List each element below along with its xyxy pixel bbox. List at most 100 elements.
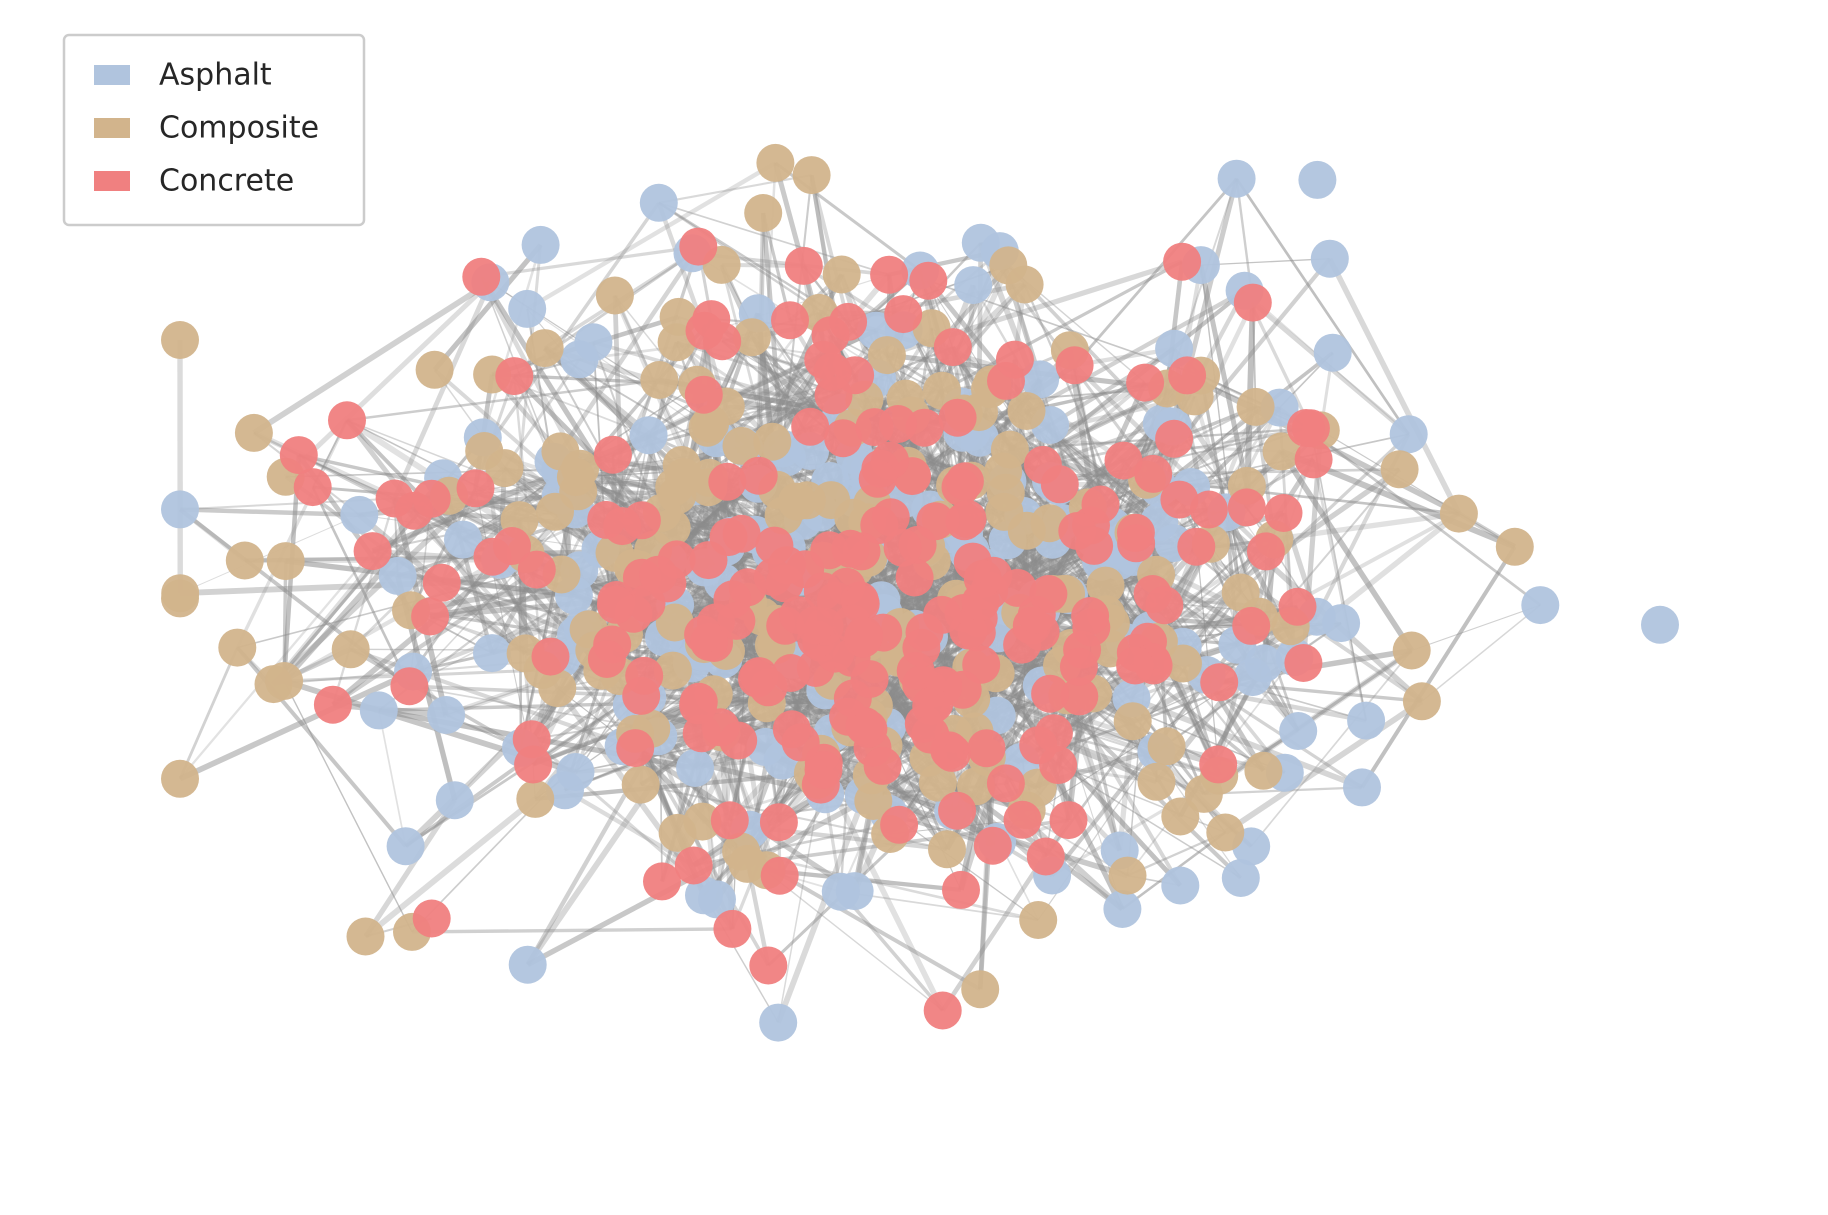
node (778, 482, 816, 521)
legend-label: Concrete (159, 164, 294, 199)
node (961, 970, 1000, 1009)
node (1055, 346, 1094, 385)
edge (1223, 698, 1424, 835)
edge (331, 498, 396, 706)
node (895, 558, 934, 597)
node (218, 628, 257, 667)
node (514, 745, 553, 784)
node (829, 302, 868, 341)
edge (283, 680, 413, 933)
node (1402, 682, 1441, 721)
node (938, 791, 977, 830)
edge (1327, 257, 1462, 515)
node (967, 729, 1006, 768)
edge (1250, 649, 1413, 847)
node (1168, 356, 1207, 395)
node (412, 479, 451, 518)
edge (1130, 695, 1364, 791)
node (923, 991, 962, 1030)
node (517, 550, 556, 589)
node (674, 846, 713, 885)
node (1071, 597, 1110, 635)
node (1103, 890, 1142, 928)
node (639, 183, 678, 222)
node (1116, 646, 1155, 685)
node (508, 945, 547, 984)
node (508, 289, 547, 328)
edge (658, 174, 812, 204)
node (691, 404, 730, 443)
node (1026, 837, 1065, 876)
node (1049, 801, 1088, 840)
nodes (161, 143, 1679, 1042)
node (161, 490, 199, 529)
node (845, 616, 883, 655)
node (949, 611, 988, 650)
node (708, 462, 747, 501)
node (556, 753, 595, 791)
node (1161, 797, 1200, 836)
node (989, 246, 1028, 285)
node (985, 492, 1024, 531)
node (340, 495, 379, 534)
edge (1207, 406, 1281, 511)
node (850, 660, 889, 699)
node (867, 336, 906, 375)
node (359, 691, 398, 730)
node (225, 541, 264, 580)
node (824, 419, 863, 458)
node (427, 696, 466, 734)
node (755, 526, 794, 565)
edge (331, 567, 538, 707)
edge (777, 769, 825, 1023)
node (521, 225, 560, 264)
node (781, 723, 820, 762)
node (1184, 774, 1223, 813)
node (1264, 494, 1303, 532)
node (1439, 494, 1478, 533)
node (1029, 575, 1068, 613)
node (653, 651, 692, 690)
edge (839, 890, 945, 1012)
edge (563, 788, 695, 868)
node (328, 401, 366, 440)
node (943, 670, 982, 709)
node (1221, 859, 1260, 897)
edge (409, 684, 642, 698)
node (760, 856, 799, 895)
edge (1180, 458, 1316, 665)
node (710, 801, 749, 840)
edge (1312, 459, 1368, 721)
node (863, 746, 902, 785)
edge (363, 798, 457, 938)
node (744, 194, 783, 232)
node (676, 749, 715, 787)
node (473, 634, 511, 673)
node (961, 582, 1000, 621)
edge (957, 284, 976, 488)
node (938, 398, 977, 437)
edge (377, 710, 407, 847)
node (643, 862, 681, 901)
node (1199, 745, 1238, 784)
edge (809, 174, 850, 323)
node (801, 765, 840, 804)
node (733, 318, 771, 357)
edge (440, 468, 562, 585)
node (493, 527, 531, 565)
node (234, 413, 273, 452)
node (1392, 631, 1431, 670)
node (386, 827, 425, 866)
node (1343, 768, 1381, 807)
node (954, 266, 993, 305)
node (813, 352, 852, 391)
node (1003, 800, 1042, 839)
node (1200, 663, 1239, 702)
node (536, 492, 574, 531)
node (1086, 566, 1125, 605)
node (698, 880, 736, 919)
node (390, 667, 429, 706)
edge (526, 160, 777, 311)
edge (481, 245, 699, 279)
